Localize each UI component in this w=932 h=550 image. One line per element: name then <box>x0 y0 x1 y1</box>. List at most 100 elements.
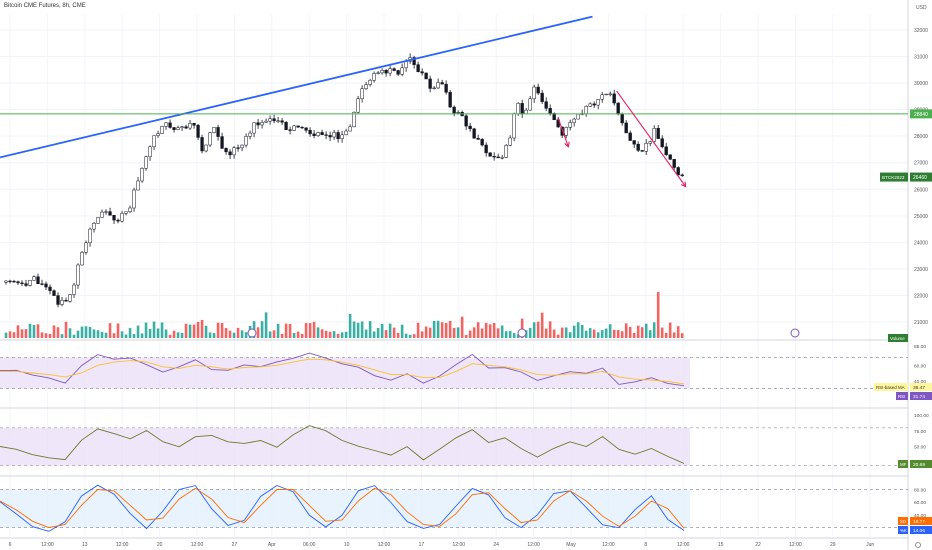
candle-body <box>224 148 228 153</box>
symbol-tag <box>880 172 908 182</box>
time-tick-label: 12:00 <box>378 542 391 548</box>
volume-bar <box>112 333 116 338</box>
candle-body <box>192 123 196 126</box>
candle-body <box>368 79 372 85</box>
volume-bar <box>552 329 556 338</box>
volume-bar <box>76 330 80 338</box>
time-tick-label: 24 <box>493 542 499 548</box>
candle-body <box>376 72 380 74</box>
volume-bar <box>320 329 324 338</box>
axis-labels: 6 12:00 13 12:00 20 12:00 27 Apr 06:00 10 12:00 17 1… <box>9 542 921 548</box>
candle-body <box>108 211 112 216</box>
volume-bar <box>184 323 188 338</box>
candle-body <box>512 113 516 139</box>
volume-bar <box>256 327 260 338</box>
volume-bar <box>380 323 384 338</box>
candle-body <box>348 126 352 132</box>
volume-bar <box>104 332 108 338</box>
price-tick-label: 22000 <box>914 294 928 300</box>
rsi-value-tag <box>910 392 932 400</box>
mf-tag-label: MF <box>900 462 907 467</box>
candle-body <box>628 132 632 141</box>
volume-bar <box>416 322 420 338</box>
volume-bar <box>676 326 680 338</box>
indicator-tick-label: 85.00 <box>914 344 926 350</box>
volume-bar <box>608 324 612 338</box>
candle-body <box>324 134 328 136</box>
price-tick-label: 24000 <box>914 240 928 246</box>
event-marker-icon[interactable] <box>517 328 527 338</box>
volume-bar <box>584 330 588 338</box>
volume-bar <box>412 334 416 338</box>
price-axis: USD3200031000300002900028000270002600025… <box>874 5 932 534</box>
volume-bar <box>36 324 40 338</box>
candle-body <box>372 73 376 81</box>
candle-body <box>184 126 188 129</box>
candle-body <box>560 126 564 136</box>
event-marker-icon[interactable] <box>790 328 800 338</box>
price-tick-label: 32000 <box>914 28 928 34</box>
volume-bar <box>368 321 372 338</box>
rsi-tag-label: RSI <box>898 394 905 399</box>
candle-body <box>28 279 32 286</box>
time-tick-label: 13 <box>82 542 88 548</box>
arrow-line[interactable] <box>616 90 687 187</box>
volume-bar <box>484 322 488 338</box>
volume-bar <box>668 322 672 338</box>
candle-body <box>32 276 36 281</box>
indicator-series-rsi-based-ma <box>0 358 685 385</box>
volume-bar <box>540 312 544 338</box>
volume-bar <box>144 322 148 338</box>
volume-bar <box>464 334 468 338</box>
candle-body <box>352 111 356 128</box>
candle-body <box>292 125 296 131</box>
volume-bar <box>392 327 396 338</box>
volume-bars <box>4 292 800 338</box>
hline-tag-value: 28840 <box>914 112 928 118</box>
volume-bar <box>616 330 620 338</box>
volume-bar <box>636 325 640 338</box>
candle-body <box>588 103 592 107</box>
time-tick-label: Jun <box>866 542 874 548</box>
candle-body <box>44 283 48 288</box>
candle-body <box>404 61 408 69</box>
volume-bar <box>460 316 464 338</box>
trendline[interactable] <box>0 15 593 159</box>
volume-bar <box>120 331 124 338</box>
volume-bar <box>52 325 56 338</box>
candle-body <box>616 102 620 115</box>
volume-bar <box>472 327 476 338</box>
volume-bar <box>232 332 236 338</box>
candle-body <box>16 281 20 284</box>
volume-bar <box>372 331 376 338</box>
volume-bar <box>44 333 48 338</box>
indicator-tick-label: 40.00 <box>914 513 926 519</box>
volume-bar <box>288 323 292 338</box>
candle-body <box>416 64 420 72</box>
volume-bar <box>556 334 560 338</box>
volume-bar <box>136 325 140 338</box>
candle-body <box>456 112 460 114</box>
candle-body <box>48 286 52 291</box>
candle-body <box>220 136 224 149</box>
grid-layer <box>0 0 909 550</box>
indicator-tick-label: 100.00 <box>914 413 929 419</box>
last-price-tag <box>910 172 932 182</box>
volume-bar <box>224 328 228 338</box>
candle-body <box>424 72 428 80</box>
indicator-series-mf <box>0 425 685 464</box>
volume-bar <box>628 327 632 338</box>
gear-icon[interactable] <box>915 542 921 548</box>
rsi-ma-value-tag <box>910 383 932 391</box>
event-marker-icon[interactable] <box>247 328 257 338</box>
arrow-line[interactable] <box>557 117 569 147</box>
volume-bar <box>160 322 164 338</box>
volume-bar <box>480 328 484 338</box>
time-tick-label: 10 <box>344 542 350 548</box>
candle-body <box>340 134 344 140</box>
volume-bar <box>260 321 264 338</box>
volume-bar <box>244 332 248 338</box>
k-value-tag <box>910 526 932 534</box>
candle-body <box>308 130 312 135</box>
